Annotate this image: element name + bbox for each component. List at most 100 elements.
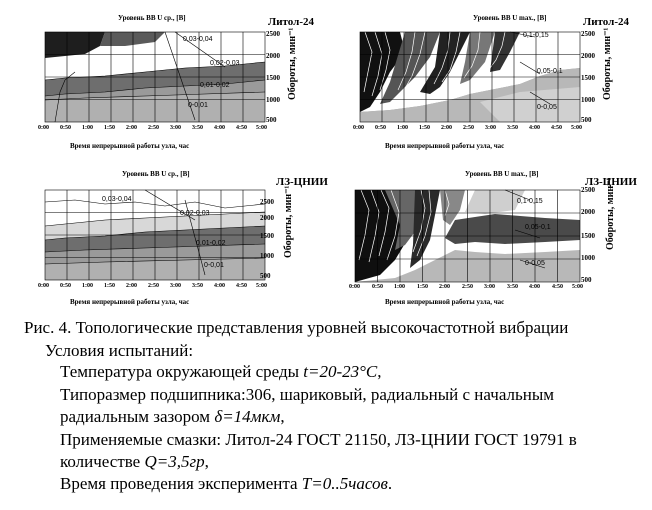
punct: , [204, 452, 209, 471]
punct: . [387, 474, 393, 493]
y-tick: 1500 [581, 74, 595, 82]
x-tick: 2:00 [439, 284, 450, 290]
x-tick: 1:50 [104, 283, 115, 289]
x-tick: 2:00 [126, 283, 137, 289]
x-tick: 1:00 [82, 125, 93, 131]
level-title: Уровень ВВ U ср., [В] [118, 14, 186, 22]
x-tick: 2:00 [441, 125, 452, 131]
figure-caption: Рис. 4. Топологические представления уро… [24, 318, 569, 337]
contour-plot [354, 189, 581, 283]
y-tick: 2000 [260, 214, 274, 222]
contour-plot [359, 31, 581, 123]
x-tick: 4:00 [529, 284, 540, 290]
x-tick: 0:50 [375, 125, 386, 131]
x-tick: 4:00 [529, 125, 540, 131]
condition-bearing: Типоразмер подшипника:306, шариковый, ра… [60, 385, 555, 404]
y-axis-label: Обороты, мин⁻¹ [605, 177, 616, 250]
contour-panel-litol-avg: Уровень ВВ U ср., [В] Литол-24 0,03-0,04… [0, 0, 320, 160]
x-tick: 2:00 [126, 125, 137, 131]
y-tick: 2500 [260, 198, 274, 206]
level-label-2: 0,02-0,03 [210, 60, 240, 67]
punct: , [280, 407, 285, 426]
level-label-1: 0,03-0,04 [102, 196, 132, 203]
y-tick: 1000 [581, 96, 595, 104]
level-label-4: 0-0,01 [188, 102, 208, 109]
y-tick: 2500 [266, 30, 280, 38]
x-tick: 4:50 [236, 283, 247, 289]
x-tick: 3:50 [507, 284, 518, 290]
y-tick: 1000 [266, 96, 280, 104]
condition-quantity: количестве Q=3,5гр, [60, 452, 209, 472]
x-tick: 3:50 [192, 125, 203, 131]
y-tick: 1500 [260, 232, 274, 240]
condition-duration: Время проведения эксперимента T=0..5часо… [60, 474, 392, 494]
level-label-2: 0,05-0,1 [525, 224, 551, 231]
level-label-1: 0,1-0,15 [517, 198, 543, 205]
x-axis-title: Время непрерывной работы узла, час [385, 142, 505, 150]
level-label-4: 0-0,01 [204, 262, 224, 269]
x-tick: 1:50 [419, 125, 430, 131]
x-tick: 5:00 [256, 125, 267, 131]
level-label-3: 0-0,05 [537, 104, 557, 111]
y-tick: 500 [581, 116, 592, 124]
y-tick: 2000 [581, 208, 595, 216]
contour-panel-litol-max: Уровень ВВ U max., [В] Литол-24 0,1-0,15… [315, 0, 635, 160]
x-tick: 4:00 [214, 125, 225, 131]
lubricant-label: Литол-24 [583, 16, 629, 28]
y-axis-label: Обороты, мин⁻¹ [283, 185, 294, 258]
x-tick: 3:00 [484, 284, 495, 290]
y-tick: 1500 [581, 232, 595, 240]
level-label-3: 0,01-0,02 [200, 82, 230, 89]
x-tick: 0:50 [372, 284, 383, 290]
condition-value: t=20-23°C [303, 362, 378, 381]
contour-panel-lz-avg: Уровень ВВ U ср., [В] ЛЗ-ЦНИИ 0,03-0,04 … [0, 158, 328, 318]
x-tick: 4:50 [552, 284, 563, 290]
y-axis-label: Обороты, мин⁻¹ [287, 27, 298, 100]
x-tick: 2:50 [148, 283, 159, 289]
condition-label: Время проведения эксперимента [60, 474, 302, 493]
x-tick: 5:00 [572, 284, 583, 290]
x-tick: 0:00 [38, 125, 49, 131]
y-tick: 2500 [581, 30, 595, 38]
condition-value: T=0..5часов [301, 474, 388, 493]
x-tick: 1:00 [82, 283, 93, 289]
x-tick: 2:50 [463, 125, 474, 131]
x-tick: 1:00 [397, 125, 408, 131]
condition-label: радиальным зазором [60, 407, 215, 426]
level-title: Уровень ВВ U max., [В] [473, 14, 547, 22]
y-axis-label: Обороты, мин⁻¹ [602, 27, 613, 100]
x-axis-title: Время непрерывной работы узла, час [385, 298, 505, 306]
condition-lubricants: Применяемые смазки: Литол-24 ГОСТ 21150,… [60, 430, 577, 449]
contour-plot [44, 31, 266, 123]
x-tick: 0:00 [353, 125, 364, 131]
condition-clearance: радиальным зазором δ=14мкм, [60, 407, 285, 427]
condition-value: δ=14мкм [214, 407, 281, 426]
y-tick: 1500 [266, 74, 280, 82]
x-tick: 0:00 [38, 283, 49, 289]
level-label-3: 0,01-0,02 [196, 240, 226, 247]
lubricant-label: Литол-24 [268, 16, 314, 28]
y-tick: 500 [260, 272, 271, 280]
x-tick: 1:50 [417, 284, 428, 290]
level-title: Уровень ВВ U ср., [В] [122, 170, 190, 178]
conditions-heading: Условия испытаний: [45, 341, 194, 360]
y-tick: 500 [581, 276, 592, 284]
x-tick: 3:00 [170, 283, 181, 289]
y-tick: 2500 [581, 186, 595, 194]
lubricant-label: ЛЗ-ЦНИИ [276, 176, 328, 188]
x-tick: 3:00 [170, 125, 181, 131]
level-label-3: 0-0,05 [525, 260, 545, 267]
punct: , [377, 362, 382, 381]
x-tick: 3:50 [192, 283, 203, 289]
contour-plot [44, 189, 266, 281]
y-tick: 2000 [266, 52, 280, 60]
x-tick: 3:50 [507, 125, 518, 131]
x-tick: 1:00 [394, 284, 405, 290]
contour-panel-lz-max: Уровень ВВ U max., [В] ЛЗ-ЦНИИ 0,1-0,15 … [315, 158, 637, 318]
level-label-1: 0,1-0,15 [523, 32, 549, 39]
y-tick: 2000 [581, 52, 595, 60]
x-tick: 4:50 [236, 125, 247, 131]
x-tick: 5:00 [571, 125, 582, 131]
lubricant-label: ЛЗ-ЦНИИ [585, 176, 637, 188]
x-tick: 1:50 [104, 125, 115, 131]
